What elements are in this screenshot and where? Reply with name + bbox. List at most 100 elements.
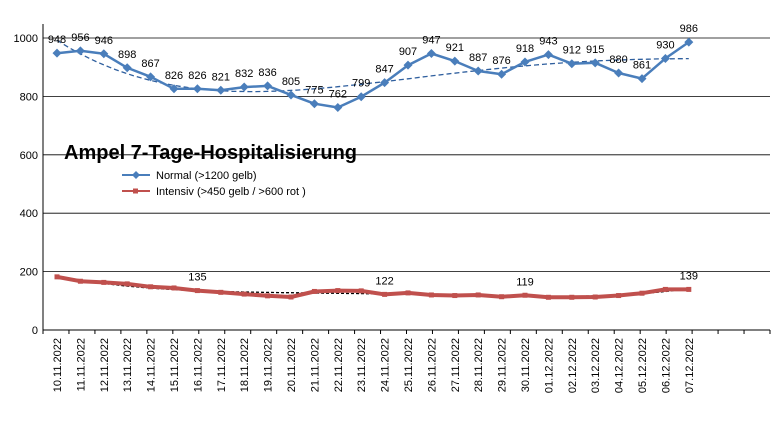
data-point-intensiv (639, 290, 645, 296)
x-tick-label: 29.11.2022 (497, 338, 509, 392)
y-tick-label: 1000 (14, 33, 38, 45)
x-tick-label: 18.11.2022 (239, 338, 251, 392)
y-tick-label: 400 (20, 208, 38, 220)
data-label: 775 (305, 85, 323, 97)
data-point-intensiv (148, 284, 154, 290)
x-tick-label: 16.11.2022 (192, 338, 204, 392)
x-tick-label: 14.11.2022 (146, 338, 158, 392)
data-label: 135 (188, 272, 206, 284)
x-tick-label: 15.11.2022 (169, 338, 181, 392)
data-point-intensiv (405, 290, 411, 296)
x-tick-label: 17.11.2022 (216, 338, 228, 392)
data-point-normal (263, 81, 273, 91)
legend-label: Intensiv (>450 gelb / >600 rot ) (156, 186, 306, 198)
data-point-normal (473, 66, 483, 76)
data-point-normal (684, 37, 694, 47)
data-point-intensiv (499, 294, 505, 300)
x-tick-label: 20.11.2022 (286, 338, 298, 392)
legend-label: Normal (>1200 gelb) (156, 170, 257, 182)
data-point-intensiv (616, 293, 622, 299)
x-tick-label: 19.11.2022 (263, 338, 275, 392)
legend-marker (133, 188, 138, 194)
data-label: 956 (71, 32, 89, 44)
data-point-normal (380, 78, 390, 88)
data-point-normal (520, 57, 530, 67)
x-tick-label: 07.12.2022 (684, 338, 696, 393)
data-point-normal (192, 84, 202, 94)
data-point-intensiv (382, 291, 388, 297)
x-tick-label: 12.11.2022 (99, 338, 111, 392)
data-label: 821 (212, 71, 230, 83)
data-point-intensiv (265, 293, 271, 299)
data-point-intensiv (77, 278, 83, 284)
data-label: 847 (375, 64, 393, 76)
data-point-intensiv (101, 279, 107, 285)
data-point-normal (239, 82, 249, 92)
x-tick-label: 10.11.2022 (52, 338, 64, 392)
x-tick-label: 28.11.2022 (473, 338, 485, 392)
data-point-normal (356, 92, 366, 102)
x-axis-ticks: 10.11.2022 11.11.2022 12.11.2022 13.11.2022… (42, 330, 771, 393)
data-label: 948 (48, 34, 66, 46)
data-point-normal (614, 68, 624, 78)
data-label: 762 (329, 88, 347, 100)
data-label: 930 (656, 39, 674, 51)
data-label: 832 (235, 68, 253, 80)
data-point-intensiv (452, 293, 458, 299)
data-point-normal (333, 102, 343, 112)
x-tick-label: 26.11.2022 (426, 338, 438, 392)
y-tick-label: 0 (32, 325, 38, 337)
data-label: 912 (563, 45, 581, 57)
data-point-intensiv (475, 292, 481, 298)
data-label: 915 (586, 44, 604, 56)
gridlines (42, 24, 770, 331)
x-tick-label: 25.11.2022 (403, 338, 415, 392)
data-point-normal (497, 69, 507, 79)
data-point-intensiv (311, 288, 317, 294)
data-point-normal (122, 63, 132, 73)
data-label: 122 (375, 275, 393, 287)
data-point-intensiv (194, 288, 200, 294)
data-label: 867 (141, 58, 159, 70)
x-tick-label: 04.12.2022 (614, 338, 626, 393)
data-point-normal (52, 48, 62, 58)
data-point-intensiv (592, 294, 598, 300)
data-label: 876 (492, 55, 510, 67)
data-point-normal (590, 58, 600, 68)
data-point-normal (216, 85, 226, 95)
data-point-normal (450, 56, 460, 66)
data-point-normal (403, 60, 413, 70)
x-tick-label: 23.11.2022 (356, 338, 368, 392)
data-point-normal (286, 90, 296, 100)
data-label: 943 (539, 36, 557, 48)
data-point-intensiv (662, 286, 668, 292)
x-tick-label: 01.12.2022 (543, 338, 555, 393)
data-point-intensiv (428, 292, 434, 298)
data-label: 921 (446, 42, 464, 54)
x-tick-label: 24.11.2022 (380, 338, 392, 392)
data-label: 139 (680, 270, 698, 282)
data-point-intensiv (522, 292, 528, 298)
data-labels: 948 956 946 898 867 826 826 821 832 836 805 775 762 7… (48, 23, 698, 288)
data-point-intensiv (335, 288, 341, 294)
data-label: 805 (282, 76, 300, 88)
data-point-normal (660, 53, 670, 63)
data-point-intensiv (358, 288, 364, 294)
data-point-intensiv (288, 294, 294, 300)
data-point-intensiv (545, 294, 551, 300)
data-point-normal (543, 50, 553, 60)
data-point-intensiv (686, 286, 692, 292)
series-line (56, 41, 690, 109)
data-label: 826 (165, 70, 183, 82)
data-label: 986 (680, 23, 698, 35)
y-tick-label: 800 (20, 91, 38, 103)
data-point-intensiv (54, 274, 60, 280)
data-point-normal (169, 84, 179, 94)
data-point-intensiv (218, 289, 224, 295)
data-label: 887 (469, 52, 487, 64)
x-tick-label: 30.11.2022 (520, 338, 532, 392)
data-label: 826 (188, 70, 206, 82)
data-point-intensiv (171, 285, 177, 291)
data-point-normal (75, 46, 85, 56)
